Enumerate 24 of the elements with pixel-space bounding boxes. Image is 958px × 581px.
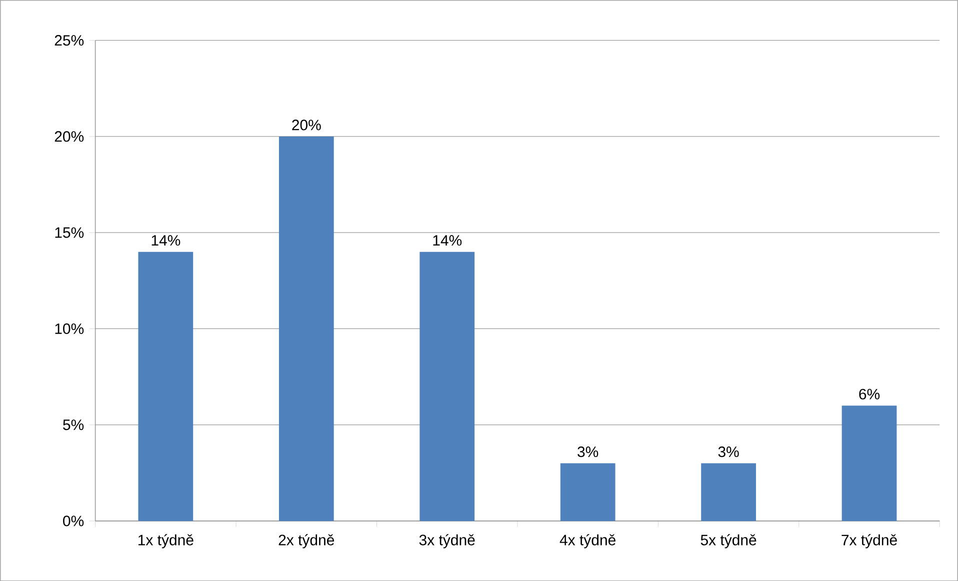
x-tick-label: 7x týdně (842, 534, 897, 548)
x-tick-label: 5x týdně (700, 534, 756, 548)
data-label: 3% (578, 446, 598, 457)
y-tick-label: 20% (54, 131, 84, 142)
bar (278, 136, 334, 521)
bar (138, 252, 194, 521)
y-tick-label: 25% (54, 34, 84, 46)
data-label: 3% (718, 446, 739, 457)
y-tick-label: 5% (63, 419, 84, 430)
y-tick-label: 10% (55, 323, 84, 334)
data-label: 14% (433, 234, 462, 246)
y-tick-label: 15% (55, 227, 84, 238)
bar (701, 463, 756, 521)
x-tick-label: 4x týdně (560, 534, 616, 548)
data-label: 14% (152, 234, 180, 246)
bar (560, 463, 616, 521)
x-tick-label: 1x týdně (138, 534, 194, 548)
data-label: 6% (859, 388, 880, 400)
x-tick-label: 2x týdně (278, 534, 334, 548)
bar (842, 405, 897, 521)
x-tick-label: 3x týdně (419, 534, 475, 548)
bar (420, 252, 475, 521)
y-tick-label: 0% (63, 516, 84, 526)
data-label: 20% (292, 120, 321, 130)
